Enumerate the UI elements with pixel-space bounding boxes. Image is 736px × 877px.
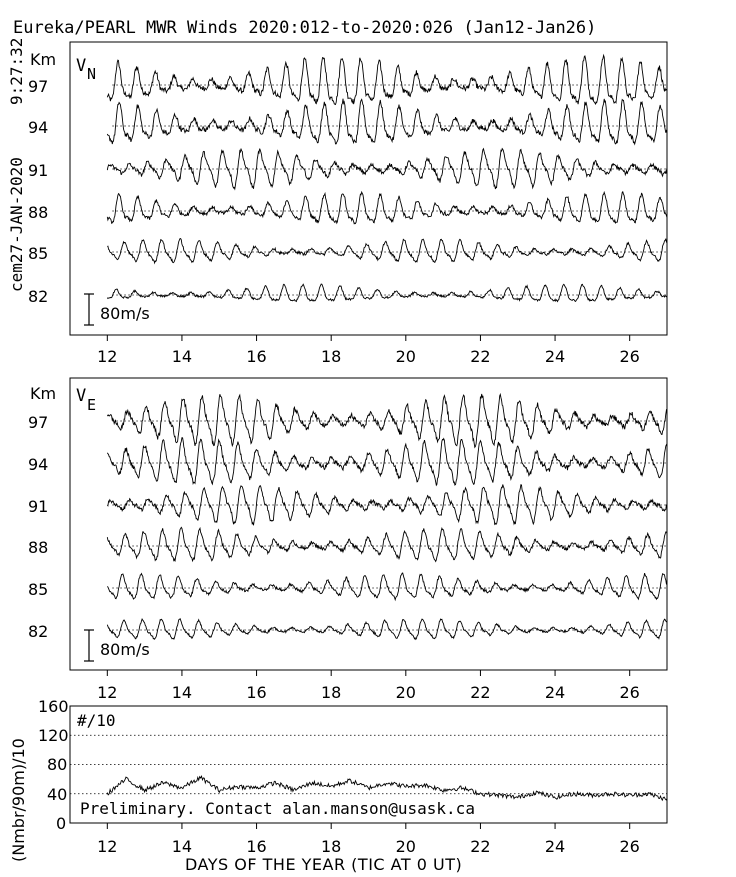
east-height-85: 85: [28, 580, 48, 599]
north-xtick-label-18: 18: [321, 347, 341, 366]
east-baselines: [112, 420, 667, 631]
counts-xtick-label-18: 18: [321, 837, 341, 856]
counts-ytick-0: 0: [56, 814, 66, 833]
north-x-axis: 12 14 16 18 20 22 24 26: [97, 335, 640, 366]
east-xtick-label-24: 24: [545, 683, 565, 702]
counts-xtick-label-24: 24: [545, 837, 565, 856]
counts-ytick-160: 160: [38, 697, 69, 716]
east-x-axis: 12 14 16 18 20 22 24 26: [97, 670, 640, 702]
counts-xtick-label-20: 20: [396, 837, 416, 856]
counts-panel: (Nmbr/90m)/10 #/10 160 120 80 40 0 Preli…: [9, 697, 668, 874]
east-component-subscript: E: [87, 396, 96, 414]
north-height-85: 85: [28, 244, 48, 263]
east-trace-97: [106, 392, 668, 449]
east-height-88: 88: [28, 538, 48, 557]
east-xtick-label-18: 18: [321, 683, 341, 702]
north-trace-97: [106, 53, 668, 106]
north-component-subscript: N: [87, 65, 96, 83]
east-trace-88: [106, 526, 668, 563]
north-height-88: 88: [28, 203, 48, 222]
north-height-97: 97: [28, 77, 48, 96]
north-xtick-label-26: 26: [620, 347, 640, 366]
north-height-94: 94: [28, 118, 48, 137]
timestamp: 9:27:32: [7, 38, 26, 105]
east-trace-85: [106, 572, 668, 602]
counts-ytick-40: 40: [47, 785, 67, 804]
east-panel-frame: [69, 377, 668, 671]
east-trace-91: [106, 484, 668, 526]
counts-gridlines: [70, 734, 667, 795]
x-axis-title: DAYS OF THE YEAR (TIC AT 0 UT): [185, 855, 462, 874]
east-xtick-label-20: 20: [396, 683, 416, 702]
north-trace-91: [106, 147, 668, 191]
counts-x-axis: 12 14 16 18 20 22 24 26: [97, 823, 640, 856]
counts-ytick-80: 80: [47, 755, 67, 774]
east-height-82: 82: [28, 622, 48, 641]
north-scale-bar-label: 80m/s: [100, 304, 150, 323]
north-trace-85: [107, 237, 668, 265]
east-height-91: 91: [28, 497, 48, 516]
east-height-94: 94: [28, 455, 48, 474]
north-xtick-label-14: 14: [172, 347, 192, 366]
north-baselines: [112, 84, 667, 296]
east-xtick-label-26: 26: [620, 683, 640, 702]
east-wind-panel: V E Km 97 94 91 88 85 82 80m/s 12 14 16 18 2…: [28, 377, 668, 702]
east-trace-94: [106, 437, 668, 487]
east-trace-82: [106, 617, 668, 641]
north-trace-94: [106, 98, 668, 146]
north-xtick-label-20: 20: [396, 347, 416, 366]
counts-trace: [106, 774, 668, 802]
north-trace-82: [106, 283, 668, 303]
counts-y-axis-label: (Nmbr/90m)/10: [9, 738, 28, 862]
east-traces: [106, 392, 668, 641]
east-xtick-label-12: 12: [97, 683, 117, 702]
figure-title: Eureka/PEARL MWR Winds 2020:012-to-2020:…: [13, 18, 596, 38]
east-xtick-label-16: 16: [246, 683, 266, 702]
east-height-97: 97: [28, 413, 48, 432]
north-traces: [106, 53, 668, 303]
north-panel-frame: [69, 41, 668, 336]
counts-line: [106, 774, 668, 802]
counts-inner-label: #/10: [77, 711, 116, 730]
contact-note: Preliminary. Contact alan.manson@usask.c…: [80, 799, 475, 818]
north-xtick-label-22: 22: [470, 347, 490, 366]
north-height-82: 82: [28, 287, 48, 306]
counts-xtick-label-22: 22: [470, 837, 490, 856]
north-wind-panel: V N Km 97 94 91 88 85 82 80m/s 12 14 16 18 2…: [28, 41, 668, 366]
east-scale-bar-label: 80m/s: [100, 640, 150, 659]
counts-xtick-label-16: 16: [246, 837, 266, 856]
counts-xtick-label-12: 12: [97, 837, 117, 856]
east-xtick-label-14: 14: [172, 683, 192, 702]
north-height-91: 91: [28, 161, 48, 180]
north-xtick-label-16: 16: [246, 347, 266, 366]
counts-xtick-label-14: 14: [172, 837, 192, 856]
north-component-label: V: [76, 56, 86, 76]
east-scale-bar: [84, 629, 94, 662]
east-xtick-label-22: 22: [470, 683, 490, 702]
north-scale-bar: [84, 293, 94, 326]
north-unit-label: Km: [30, 50, 56, 69]
east-unit-label: Km: [30, 384, 56, 403]
east-component-label: V: [76, 386, 86, 406]
counts-xtick-label-26: 26: [620, 837, 640, 856]
counts-ytick-120: 120: [38, 726, 69, 745]
side-label: cem27-JAN-2020: [7, 157, 26, 292]
north-xtick-label-12: 12: [97, 347, 117, 366]
north-trace-88: [106, 190, 668, 225]
north-xtick-label-24: 24: [545, 347, 565, 366]
